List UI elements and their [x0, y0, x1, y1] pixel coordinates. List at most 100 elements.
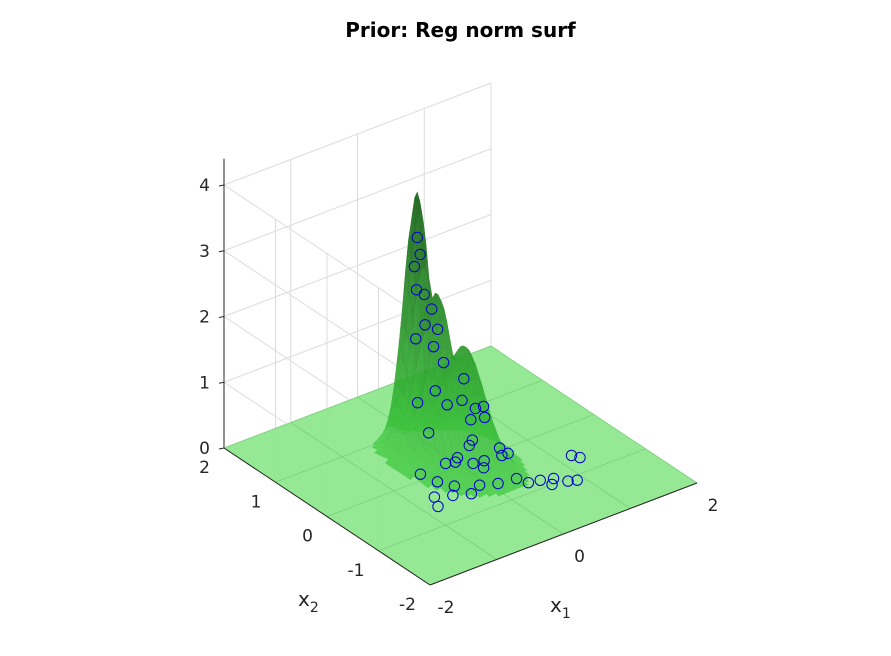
surface-patch — [434, 484, 441, 491]
floor-grid-line — [378, 448, 646, 552]
surface-patch — [440, 384, 447, 401]
surface-patch — [458, 491, 465, 497]
surface-patch — [463, 420, 470, 428]
surface-patch — [394, 432, 401, 454]
surface-patch — [426, 436, 433, 460]
surface-patch — [467, 354, 474, 367]
surface-patch — [390, 462, 397, 469]
surface-patch — [372, 440, 379, 445]
surface-patch — [478, 428, 485, 435]
surface-patch — [470, 366, 477, 381]
x-axis-line — [429, 482, 698, 586]
surface-patch — [505, 448, 512, 452]
surface-patch — [405, 446, 412, 466]
surface-patch — [388, 451, 395, 462]
surface-patch — [426, 459, 433, 475]
surface-patch — [474, 482, 481, 490]
surface-patch — [502, 482, 510, 490]
surface-patch — [414, 460, 421, 472]
surface-patch — [439, 351, 446, 385]
surface-patch — [440, 428, 447, 430]
surface-patch — [497, 458, 504, 471]
surface-patch — [428, 412, 435, 427]
surface-patch — [515, 483, 522, 489]
surface-patch — [441, 418, 448, 425]
surface-patch — [435, 299, 442, 325]
surface-patch — [430, 428, 438, 431]
surface-patch — [460, 446, 467, 464]
surface-patch — [407, 403, 414, 426]
surface-patch — [513, 471, 520, 478]
surface-patch — [443, 478, 450, 488]
surface-patch — [409, 333, 416, 389]
surface-patch — [520, 470, 527, 476]
surface-patch — [459, 399, 466, 414]
surface-patch — [423, 267, 431, 332]
surface-patch — [397, 433, 404, 456]
data-point — [492, 477, 504, 490]
surface-patch — [450, 393, 457, 408]
y-tick-label: 2 — [199, 458, 210, 478]
surface-patch — [446, 472, 454, 484]
surface-patch — [475, 443, 483, 460]
surface-patch — [432, 422, 439, 428]
surface-patch — [406, 300, 413, 360]
surface-patch — [384, 459, 392, 466]
surface-patch — [487, 429, 494, 438]
surface-patch — [489, 436, 496, 450]
surface-patch — [445, 426, 452, 430]
surface-patch — [489, 415, 496, 432]
surface-patch — [380, 440, 387, 451]
z-tick-mark — [218, 250, 225, 253]
surface-patch — [481, 475, 488, 485]
surface-patch — [496, 480, 503, 487]
surface-patch — [488, 408, 495, 428]
surface-patch — [402, 441, 410, 463]
surface-patch — [519, 477, 526, 483]
surface-patch — [520, 473, 527, 479]
z-tick-label: 2 — [199, 308, 210, 328]
surface-patch — [431, 481, 438, 488]
surface-patch — [473, 380, 481, 396]
surface-patch — [433, 366, 441, 398]
surface-patch — [424, 331, 431, 374]
surface-patch — [444, 321, 451, 357]
surface-patch — [465, 403, 473, 418]
surface-patch — [477, 478, 484, 487]
z-tick-mark — [218, 184, 225, 187]
surface-patch — [483, 435, 490, 438]
surface-patch — [387, 461, 394, 467]
surface-patch — [423, 454, 430, 471]
surface-patch — [460, 413, 467, 424]
surface-patch — [377, 442, 384, 451]
surface-patch — [401, 401, 408, 423]
surface-patch — [374, 449, 381, 455]
surface-patch — [404, 472, 411, 478]
data-point — [448, 480, 461, 492]
data-point — [534, 474, 546, 486]
surface-patch — [505, 448, 512, 454]
surface-patch — [462, 392, 469, 409]
surface-patch — [441, 430, 448, 457]
surface-patch — [452, 429, 459, 431]
surface-patch — [509, 485, 516, 492]
surface-patch — [404, 382, 411, 415]
surface-patch — [468, 399, 475, 414]
data-point — [496, 449, 508, 462]
data-point — [458, 373, 470, 385]
surface-patch — [469, 354, 477, 370]
surface-patch — [474, 395, 481, 410]
surface-patch — [413, 471, 420, 480]
x-axis-label-sub: 1 — [562, 606, 571, 622]
surface-patch — [491, 458, 498, 469]
surface-patch — [483, 409, 490, 424]
surface-patch — [427, 358, 434, 389]
surface-patch — [448, 358, 455, 372]
surface-patch — [482, 436, 489, 451]
surface-patch — [470, 492, 477, 498]
surface-patch — [505, 487, 512, 493]
z-tick-mark — [218, 381, 225, 384]
surface-patch — [476, 369, 483, 389]
y-tick-label: -2 — [399, 595, 416, 615]
y-axis-label-sub: 2 — [310, 600, 319, 616]
